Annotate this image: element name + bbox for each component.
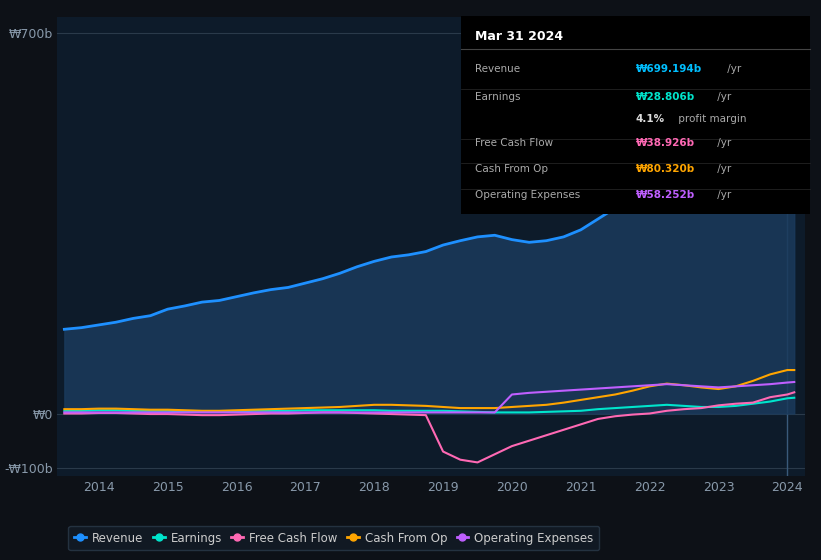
- Text: Mar 31 2024: Mar 31 2024: [475, 30, 563, 43]
- Text: Revenue: Revenue: [475, 64, 521, 74]
- Legend: Revenue, Earnings, Free Cash Flow, Cash From Op, Operating Expenses: Revenue, Earnings, Free Cash Flow, Cash …: [68, 526, 599, 550]
- Text: ₩80.320b: ₩80.320b: [636, 164, 695, 174]
- Text: ₩38.926b: ₩38.926b: [636, 138, 695, 148]
- Text: profit margin: profit margin: [675, 114, 746, 124]
- Text: Free Cash Flow: Free Cash Flow: [475, 138, 553, 148]
- Text: ₩58.252b: ₩58.252b: [636, 190, 695, 199]
- Text: 4.1%: 4.1%: [636, 114, 665, 124]
- Text: Earnings: Earnings: [475, 92, 521, 102]
- Text: /yr: /yr: [714, 164, 732, 174]
- Text: /yr: /yr: [714, 138, 732, 148]
- Text: ₩699.194b: ₩699.194b: [636, 64, 702, 74]
- Text: /yr: /yr: [714, 190, 732, 199]
- Text: /yr: /yr: [714, 92, 732, 102]
- Text: Operating Expenses: Operating Expenses: [475, 190, 580, 199]
- Text: /yr: /yr: [724, 64, 741, 74]
- Text: Cash From Op: Cash From Op: [475, 164, 548, 174]
- Text: ₩28.806b: ₩28.806b: [636, 92, 695, 102]
